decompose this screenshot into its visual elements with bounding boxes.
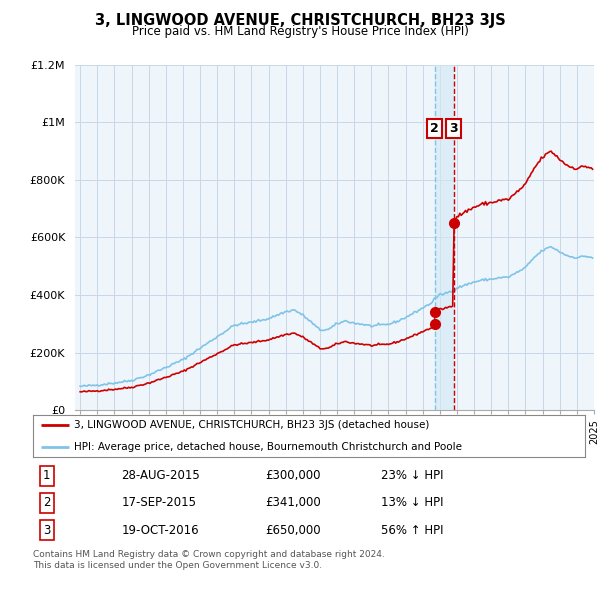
Text: £341,000: £341,000 bbox=[265, 496, 320, 510]
Text: 3, LINGWOOD AVENUE, CHRISTCHURCH, BH23 3JS (detached house): 3, LINGWOOD AVENUE, CHRISTCHURCH, BH23 3… bbox=[74, 421, 430, 430]
Text: HPI: Average price, detached house, Bournemouth Christchurch and Poole: HPI: Average price, detached house, Bour… bbox=[74, 442, 463, 451]
Text: This data is licensed under the Open Government Licence v3.0.: This data is licensed under the Open Gov… bbox=[33, 560, 322, 569]
Text: 3: 3 bbox=[449, 122, 458, 135]
Text: 56% ↑ HPI: 56% ↑ HPI bbox=[381, 524, 443, 537]
Text: 13% ↓ HPI: 13% ↓ HPI bbox=[381, 496, 443, 510]
Text: 3, LINGWOOD AVENUE, CHRISTCHURCH, BH23 3JS: 3, LINGWOOD AVENUE, CHRISTCHURCH, BH23 3… bbox=[95, 13, 505, 28]
Text: 19-OCT-2016: 19-OCT-2016 bbox=[121, 524, 199, 537]
Text: 17-SEP-2015: 17-SEP-2015 bbox=[121, 496, 196, 510]
Text: 23% ↓ HPI: 23% ↓ HPI bbox=[381, 469, 443, 482]
Text: Contains HM Land Registry data © Crown copyright and database right 2024.: Contains HM Land Registry data © Crown c… bbox=[33, 550, 385, 559]
Text: Price paid vs. HM Land Registry's House Price Index (HPI): Price paid vs. HM Land Registry's House … bbox=[131, 25, 469, 38]
Text: £300,000: £300,000 bbox=[265, 469, 320, 482]
Text: 28-AUG-2015: 28-AUG-2015 bbox=[121, 469, 200, 482]
Text: 2: 2 bbox=[43, 496, 50, 510]
Text: 1: 1 bbox=[43, 469, 50, 482]
Text: 3: 3 bbox=[43, 524, 50, 537]
Text: £650,000: £650,000 bbox=[265, 524, 320, 537]
Text: 2: 2 bbox=[430, 122, 439, 135]
Bar bbox=[435, 65, 454, 410]
